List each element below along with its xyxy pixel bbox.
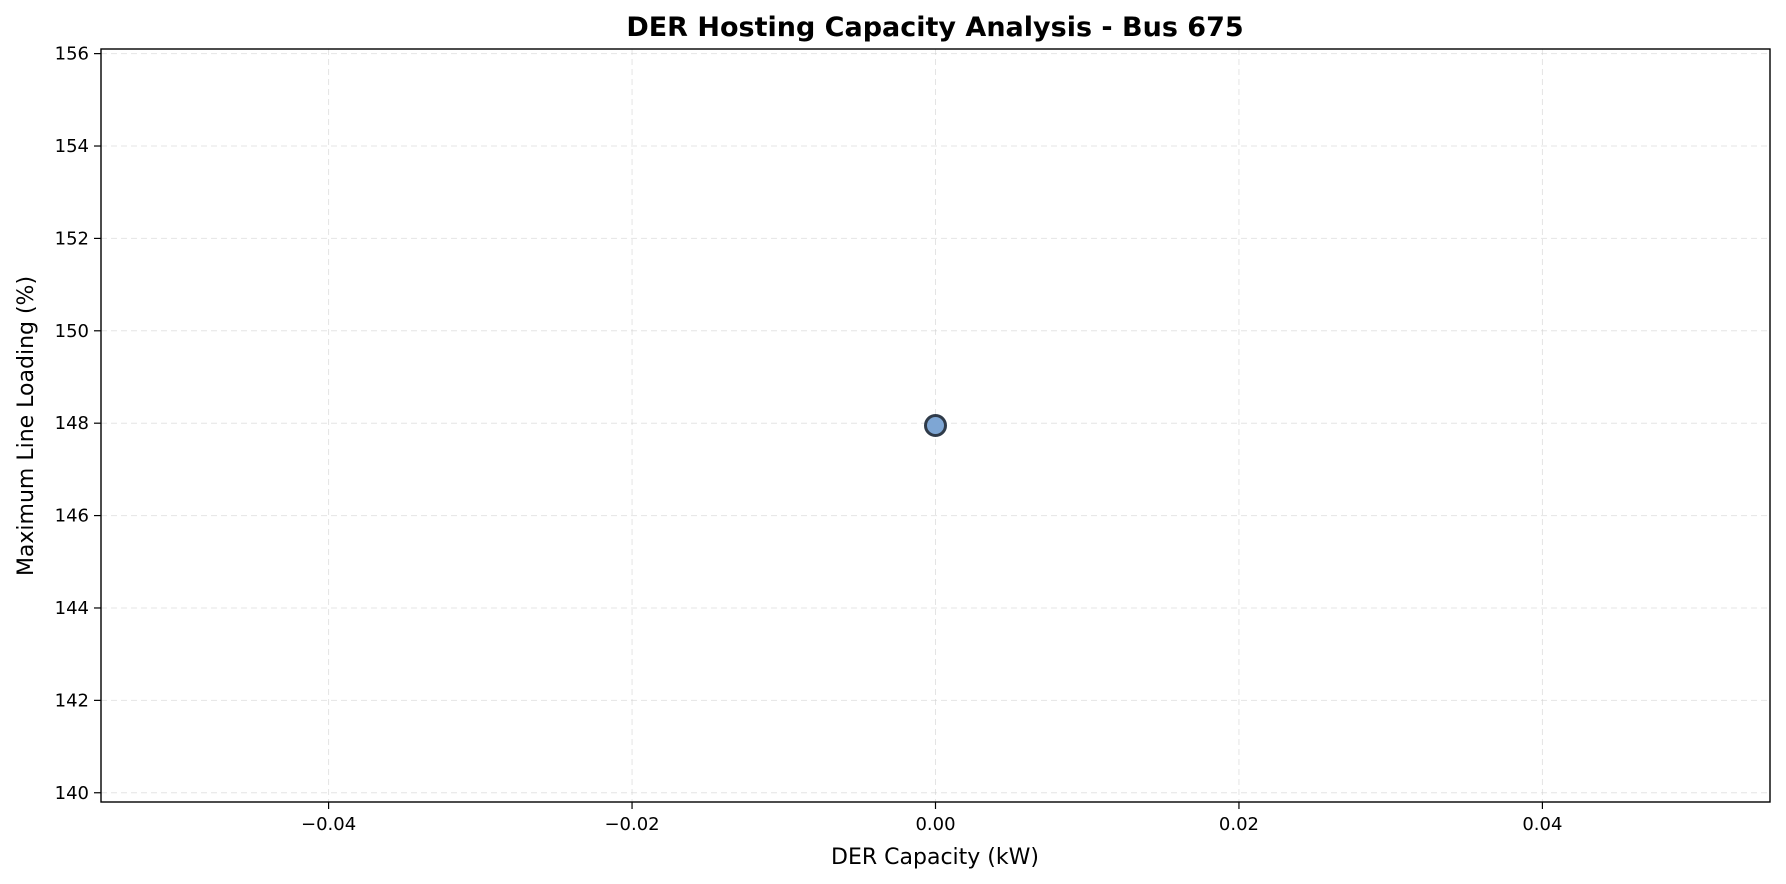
x-axis-label: DER Capacity (kW) (831, 845, 1039, 870)
y-tick-label: 144 (55, 598, 89, 619)
y-tick-label: 148 (55, 413, 89, 434)
y-tick-label: 140 (55, 783, 89, 804)
tick-layer: −0.04 −0.02 0.00 0.02 0.04 140 142 144 146 148 150… (55, 44, 1563, 835)
axes-frame (100, 48, 1771, 803)
data-layer (924, 414, 947, 437)
y-tick-label: 152 (55, 228, 89, 249)
y-tick-label: 156 (55, 44, 89, 65)
x-tick-label: 0.00 (915, 814, 955, 835)
x-tick-label: 0.04 (1522, 814, 1562, 835)
chart-title: DER Hosting Capacity Analysis - Bus 675 (626, 12, 1243, 43)
data-point (924, 414, 947, 437)
x-tick-label: −0.02 (604, 814, 659, 835)
y-tick-label: 146 (55, 506, 89, 527)
x-tick-label: 0.02 (1219, 814, 1259, 835)
y-tick-label: 154 (55, 136, 89, 157)
y-tick-label: 142 (55, 690, 89, 711)
x-tick-label: −0.04 (301, 814, 356, 835)
y-tick-label: 150 (55, 321, 89, 342)
y-axis-label: Maximum Line Loading (%) (14, 276, 39, 576)
